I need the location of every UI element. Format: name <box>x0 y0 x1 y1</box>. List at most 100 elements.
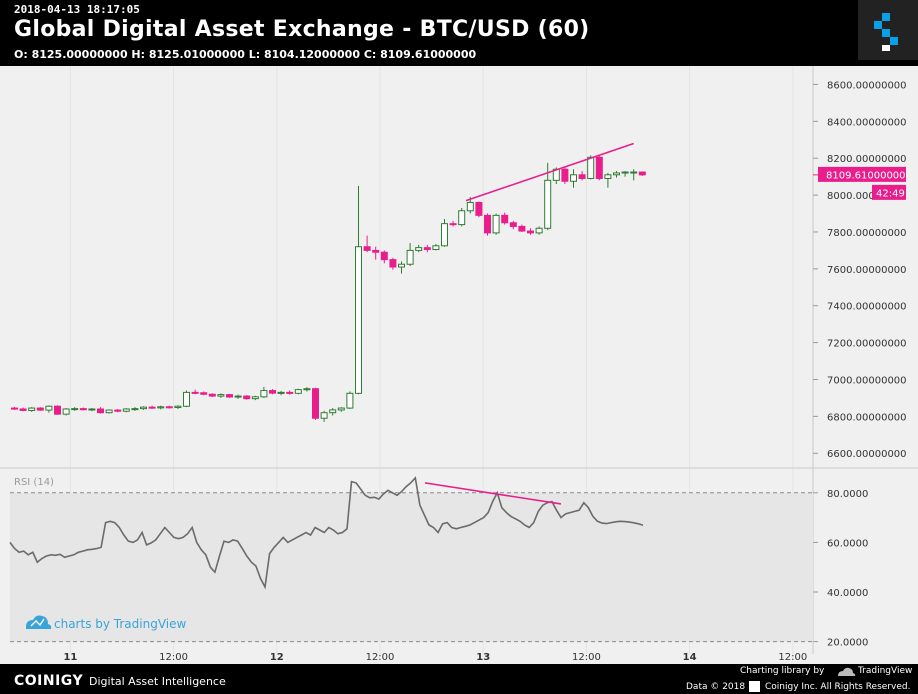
candle[interactable] <box>595 155 603 181</box>
candle[interactable] <box>544 162 552 231</box>
candle[interactable] <box>320 410 328 422</box>
candle[interactable] <box>36 407 44 411</box>
coinigy-mini-icon <box>749 681 760 692</box>
price-pane[interactable] <box>10 66 813 468</box>
candle[interactable] <box>131 407 139 411</box>
time-axis-label: 12:00 <box>159 652 188 663</box>
time-axis-label: 11 <box>63 652 77 663</box>
candle[interactable] <box>11 406 18 410</box>
candle[interactable] <box>389 257 397 270</box>
footer-brand: COINIGY <box>14 673 84 689</box>
candle[interactable] <box>449 220 457 227</box>
watermark-text[interactable]: charts by TradingView <box>54 617 186 631</box>
candle[interactable] <box>484 213 491 236</box>
candle[interactable] <box>217 393 225 398</box>
time-axis-label: 12:00 <box>778 652 807 663</box>
candle[interactable] <box>518 224 526 232</box>
candle[interactable] <box>312 387 319 421</box>
candle[interactable] <box>114 408 122 413</box>
candle[interactable] <box>432 243 440 251</box>
candle[interactable] <box>329 408 337 416</box>
candle[interactable] <box>355 185 362 395</box>
candle[interactable] <box>346 391 354 409</box>
candle[interactable] <box>372 246 380 260</box>
candle[interactable] <box>638 171 646 176</box>
candle[interactable] <box>441 219 448 247</box>
candle[interactable] <box>303 387 311 392</box>
candle[interactable] <box>527 228 534 235</box>
price-axis-label: 8400.00000000 <box>827 117 907 128</box>
price-axis-label: 7400.00000000 <box>827 302 907 313</box>
candle[interactable] <box>458 207 466 227</box>
candle[interactable] <box>140 406 147 410</box>
time-axis-label: 13 <box>476 652 490 663</box>
rsi-label: RSI (14) <box>14 477 54 488</box>
candle[interactable] <box>19 407 27 412</box>
candle[interactable] <box>535 226 543 235</box>
candle[interactable] <box>398 261 405 274</box>
candle[interactable] <box>251 395 259 401</box>
candle[interactable] <box>226 393 233 398</box>
candle[interactable] <box>28 407 36 412</box>
footer: COINIGY Digital Asset Intelligence Chart… <box>0 664 918 694</box>
candle[interactable] <box>148 405 156 409</box>
charting-library-label: Charting library by <box>740 666 825 676</box>
candle[interactable] <box>79 407 87 411</box>
candle[interactable] <box>363 235 371 253</box>
candle[interactable] <box>621 171 629 177</box>
candle[interactable] <box>165 405 173 409</box>
price-trendline[interactable] <box>465 142 634 202</box>
candle[interactable] <box>234 394 242 399</box>
candle[interactable] <box>174 405 182 409</box>
candle[interactable] <box>501 212 509 225</box>
ohlc-readout: O: 8125.00000000 H: 8125.01000000 L: 810… <box>14 48 477 61</box>
coinigy-logo-icon <box>874 13 898 51</box>
tradingview-watermark[interactable]: charts by TradingView <box>26 615 186 632</box>
candle[interactable] <box>200 391 208 396</box>
candle[interactable] <box>183 390 190 408</box>
chart-title: Global Digital Asset Exchange - BTC/USD … <box>14 17 590 42</box>
candle[interactable] <box>157 405 165 410</box>
candle[interactable] <box>509 220 517 230</box>
candle[interactable] <box>260 386 268 398</box>
candle[interactable] <box>277 390 285 396</box>
candle[interactable] <box>337 407 345 412</box>
price-axis-label: 7600.00000000 <box>827 265 907 276</box>
time-axis-label: 12:00 <box>572 652 601 663</box>
candle[interactable] <box>243 395 251 400</box>
candle[interactable] <box>475 201 483 218</box>
price-axis-label: 8600.00000000 <box>827 80 907 91</box>
price-axis-label: 7800.00000000 <box>827 228 907 239</box>
candle[interactable] <box>122 408 130 413</box>
price-chart[interactable]: RSI (14) 8600.00000000 8400.00000000 8200.… <box>0 66 918 664</box>
time-axis-label: 12:00 <box>366 652 395 663</box>
candle[interactable] <box>62 408 70 416</box>
candle[interactable] <box>406 243 414 267</box>
rsi-line[interactable] <box>9 476 644 590</box>
candle[interactable] <box>380 250 388 264</box>
candle[interactable] <box>54 405 61 415</box>
candle[interactable] <box>105 409 113 414</box>
rsi-trendline[interactable] <box>424 482 562 505</box>
candle[interactable] <box>423 244 431 253</box>
candle[interactable] <box>191 389 199 395</box>
candle[interactable] <box>570 169 577 188</box>
candle[interactable] <box>578 171 586 181</box>
candle[interactable] <box>45 405 53 413</box>
candle[interactable] <box>613 171 620 178</box>
candle[interactable] <box>286 390 294 395</box>
candle[interactable] <box>269 389 276 395</box>
candle[interactable] <box>71 407 79 411</box>
candle[interactable] <box>88 408 96 412</box>
chart-header: 2018-04-13 18:17:05 Global Digital Asset… <box>0 0 918 66</box>
candle[interactable] <box>561 167 569 185</box>
candle[interactable] <box>604 172 612 188</box>
chart-area[interactable]: RSI (14) 8600.00000000 8400.00000000 8200.… <box>0 66 918 664</box>
candle[interactable] <box>208 393 216 398</box>
candle[interactable] <box>415 244 423 253</box>
candle[interactable] <box>97 407 104 414</box>
candle[interactable] <box>630 169 638 181</box>
candle[interactable] <box>294 388 302 395</box>
candle[interactable] <box>492 213 500 235</box>
copyright-suffix: Coinigy Inc. All Rights Reserved. <box>765 682 911 692</box>
